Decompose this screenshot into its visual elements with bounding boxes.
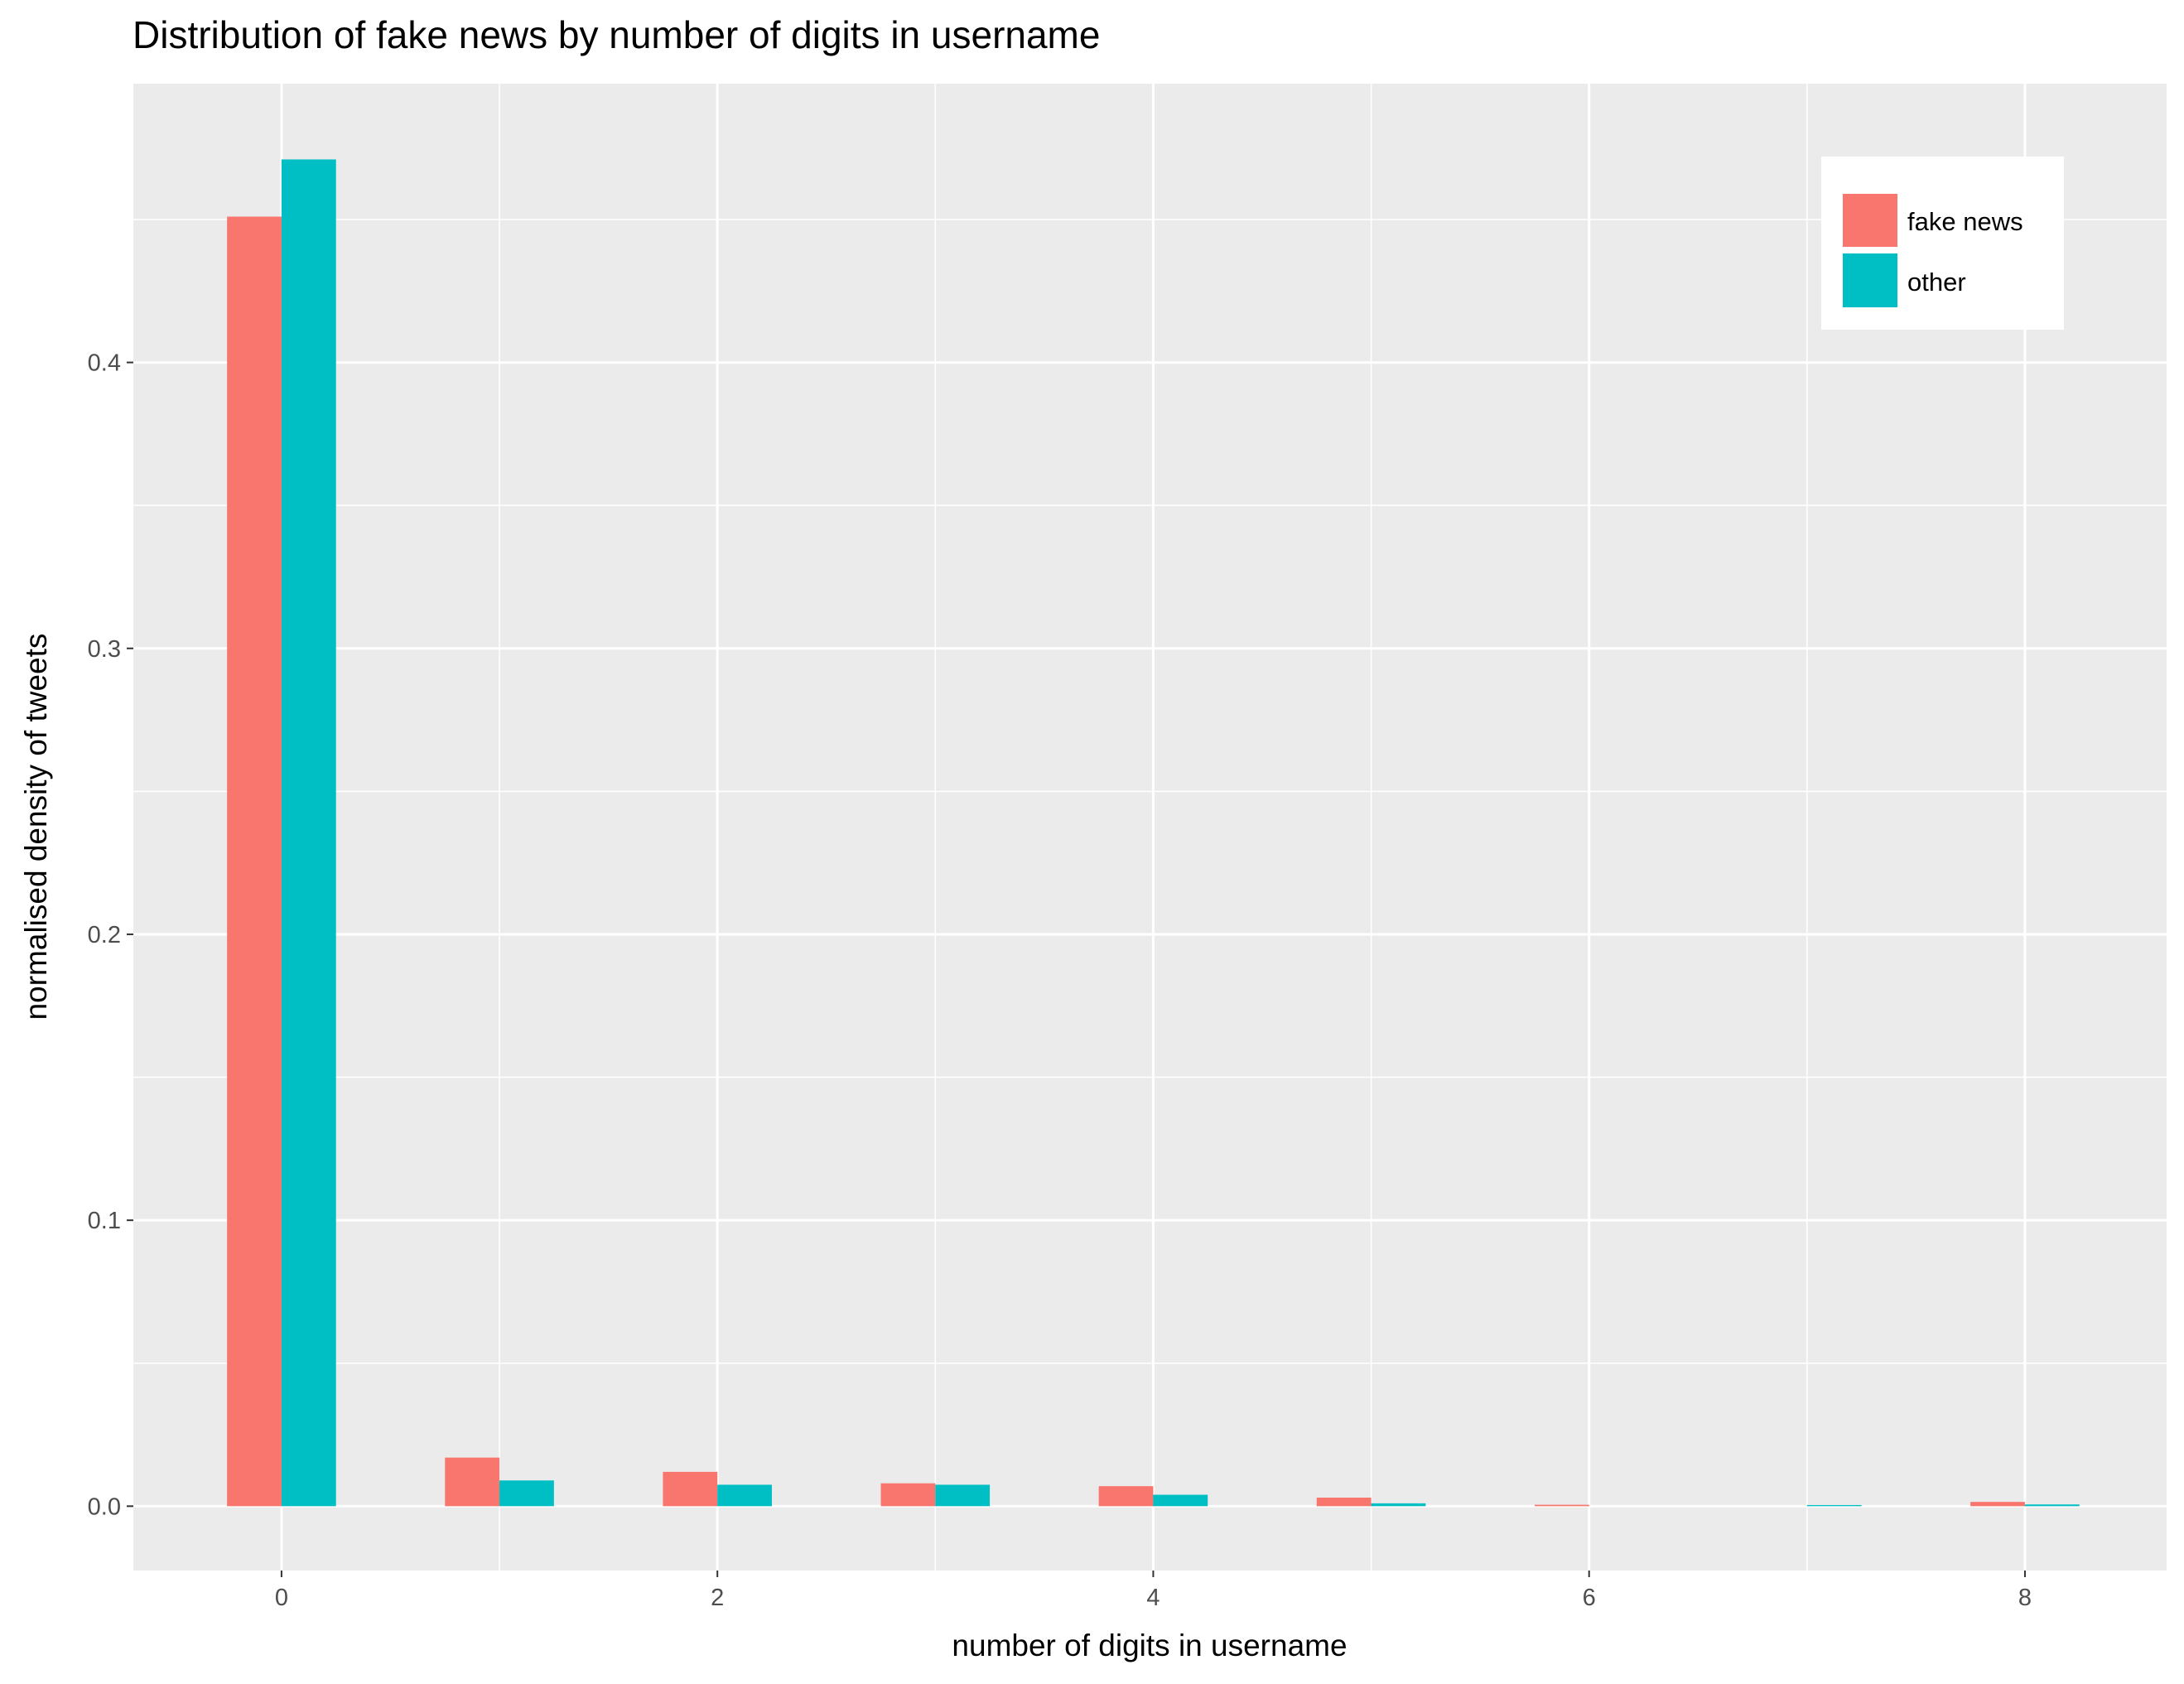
- x-tick-label: 0: [275, 1585, 288, 1611]
- bar-fake-news-8: [1970, 1502, 2025, 1507]
- x-tick-label: 6: [1583, 1585, 1596, 1611]
- legend-key-other: [1843, 253, 1897, 307]
- x-tick-label: 8: [2018, 1585, 2032, 1611]
- x-axis-title: number of digits in username: [952, 1629, 1347, 1662]
- bar-fake-news-3: [880, 1483, 936, 1507]
- bar-fake-news-0: [227, 216, 282, 1507]
- x-tick-label: 2: [711, 1585, 724, 1611]
- bar-fake-news-1: [445, 1457, 500, 1507]
- legend-label-other: other: [1907, 268, 1966, 297]
- bar-other-2: [717, 1484, 772, 1507]
- y-tick-label: 0.4: [88, 350, 121, 377]
- bar-other-7: [1806, 1504, 1862, 1507]
- minor-gridlines: [133, 84, 2167, 1571]
- y-tick-label: 0.2: [88, 922, 121, 948]
- legend-label-fake-news: fake news: [1907, 207, 2023, 236]
- bar-other-4: [1153, 1494, 1208, 1507]
- legend: fake news other: [1821, 157, 2064, 330]
- plot-panel: [133, 84, 2167, 1571]
- bar-fake-news-5: [1316, 1497, 1372, 1507]
- bar-other-3: [935, 1484, 991, 1507]
- bar-other-0: [281, 159, 336, 1507]
- legend-key-fake-news: [1843, 194, 1897, 247]
- bar-other-1: [499, 1480, 554, 1507]
- bar-other-5: [1371, 1503, 1426, 1507]
- bar-fake-news-4: [1098, 1486, 1154, 1507]
- bar-fake-news-2: [663, 1471, 718, 1507]
- bar-fake-news-6: [1534, 1504, 1589, 1507]
- y-tick-label: 0.3: [88, 636, 121, 663]
- y-tick-label: 0.1: [88, 1208, 121, 1234]
- chart-title: Distribution of fake news by number of d…: [133, 13, 1100, 56]
- axis-ticks: 0.0 0.1 0.2 0.3 0.4 0 2 4 6 8: [88, 350, 2032, 1611]
- y-axis-title: normalised density of tweets: [19, 634, 53, 1021]
- bar-other-8: [2024, 1504, 2080, 1507]
- x-tick-label: 4: [1146, 1585, 1159, 1611]
- bars: [227, 159, 2080, 1507]
- y-tick-label: 0.0: [88, 1493, 121, 1520]
